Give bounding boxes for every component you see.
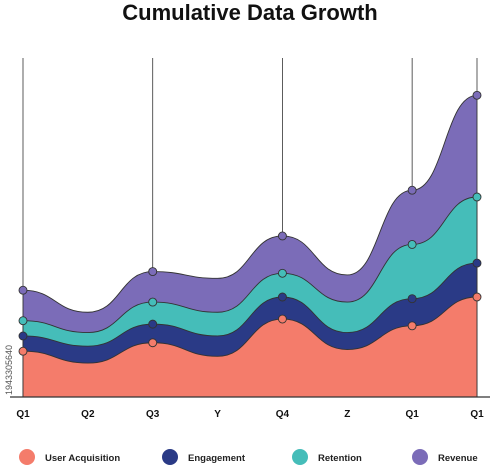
watermark-id: 1943305640 xyxy=(4,345,14,395)
point-revenue-0 xyxy=(18,285,28,295)
legend-swatch-revenue xyxy=(412,449,428,465)
point-retention-4 xyxy=(277,268,287,278)
vertical-marker-lines xyxy=(22,58,478,291)
legend-label-engagement: Engagement xyxy=(188,453,246,464)
point-revenue-2 xyxy=(148,267,158,277)
point-engagement-6 xyxy=(407,294,417,304)
point-revenue-4 xyxy=(277,231,287,241)
point-revenue-6 xyxy=(407,185,417,195)
point-user-acquisition-0 xyxy=(18,346,28,356)
point-engagement-0 xyxy=(18,331,28,341)
x-tick-label: Z xyxy=(344,409,350,420)
series-areas xyxy=(22,94,478,398)
legend-label-revenue: Revenue xyxy=(438,453,478,464)
point-user-acquisition-2 xyxy=(148,338,158,348)
legend-label-user-acquisition: User Acquisition xyxy=(45,453,120,464)
point-engagement-2 xyxy=(148,319,158,329)
point-engagement-4 xyxy=(277,292,287,302)
point-revenue-7 xyxy=(472,90,482,100)
legend-swatch-retention xyxy=(292,449,308,465)
point-retention-2 xyxy=(148,297,158,307)
point-user-acquisition-7 xyxy=(472,292,482,302)
x-tick-label: Y xyxy=(214,409,221,420)
point-retention-0 xyxy=(18,316,28,326)
point-retention-7 xyxy=(472,192,482,202)
point-engagement-7 xyxy=(472,258,482,268)
x-tick-label: Q1 xyxy=(405,409,419,420)
legend: User Acquisition Engagement Retention Reven… xyxy=(19,449,478,465)
x-tick-label: Q3 xyxy=(146,409,160,420)
legend-swatch-user-acquisition xyxy=(19,449,35,465)
x-axis-ticks: Q1 Q2 Q3 Y Q4 Z Q1 Q1 xyxy=(16,409,484,420)
legend-label-retention: Retention xyxy=(318,453,362,464)
x-tick-label: Q2 xyxy=(81,409,95,420)
x-tick-label: Q4 xyxy=(276,409,290,420)
x-tick-label: Q1 xyxy=(470,409,484,420)
chart-title: Cumulative Data Growth xyxy=(122,0,377,25)
series-points xyxy=(18,90,482,356)
point-user-acquisition-4 xyxy=(277,314,287,324)
legend-swatch-engagement xyxy=(162,449,178,465)
x-tick-label: Q1 xyxy=(16,409,30,420)
point-retention-6 xyxy=(407,239,417,249)
point-user-acquisition-6 xyxy=(407,321,417,331)
